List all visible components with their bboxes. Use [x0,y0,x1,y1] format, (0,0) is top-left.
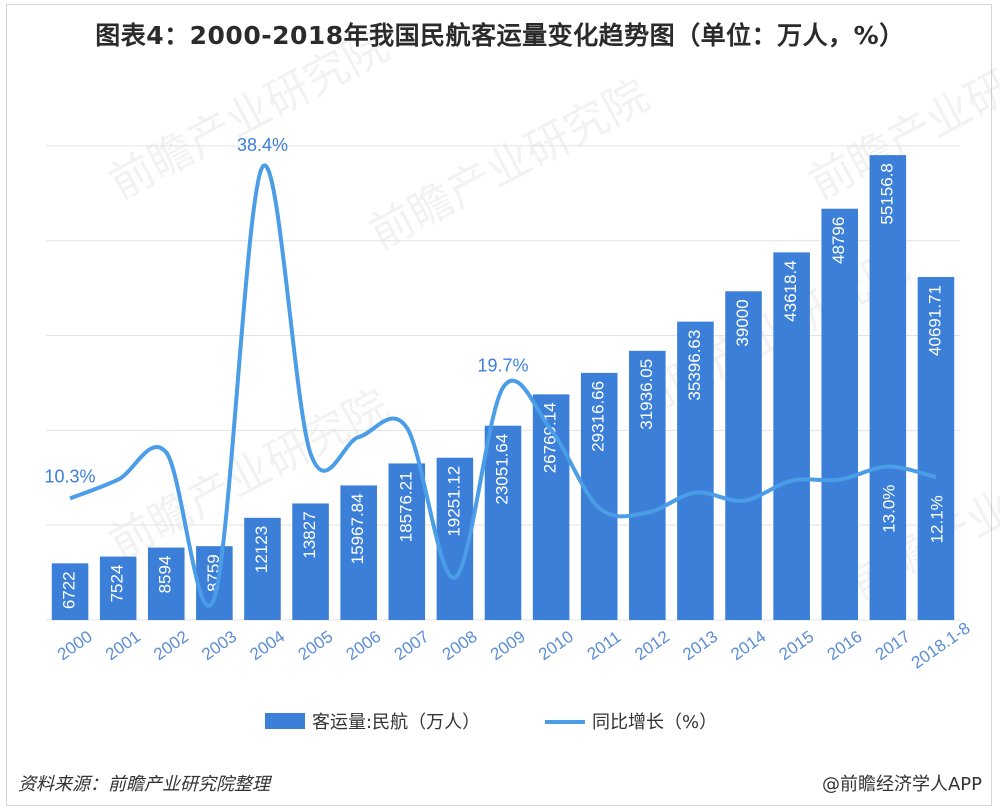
bar-label-2016: 48796 [829,217,848,264]
growth-point-2009 [501,386,505,390]
growth-point-2010 [549,428,553,432]
bar-2018.1-8 [917,277,955,620]
bar-2003 [196,546,233,620]
x-tick-2004: 2004 [246,627,288,664]
growth-label-2017: 13.0% [879,485,898,533]
bar-label-2015: 43618.4 [781,260,800,321]
chart-title: 图表4：2000-2018年我国民航客运量变化趋势图（单位：万人，%） [95,21,905,50]
growth-point-2015 [790,479,794,483]
growth-point-2017 [886,465,890,469]
bar-label-2000: 6722 [60,571,79,609]
growth-point-2016 [838,478,842,482]
x-tick-2012: 2012 [631,627,673,664]
bar-2004 [244,517,281,620]
bar-label-2009: 23051.64 [492,434,511,505]
bar-label-2002: 8594 [156,556,175,594]
x-tick-2007: 2007 [391,627,433,664]
legend-label-line: 同比增长（%） [592,712,717,733]
x-tick-2001: 2001 [102,627,144,664]
x-tick-2017: 2017 [872,627,914,664]
x-tick-2002: 2002 [150,627,192,664]
x-tick-2011: 2011 [584,627,625,664]
bar-label-2017: 55156.8 [877,163,896,224]
bar-2000 [51,563,89,620]
x-tick-2003: 2003 [198,627,240,664]
x-tick-2015: 2015 [776,627,818,664]
growth-point-2001 [116,478,120,482]
growth-point-2011 [597,506,601,510]
growth-point-2004 [260,165,264,169]
x-tick-2010: 2010 [535,627,577,664]
x-tick-2014: 2014 [727,627,769,664]
legend-swatch-bar [265,713,305,729]
x-tick-2005: 2005 [294,627,336,664]
bar-label-2007: 18576.21 [396,471,415,542]
growth-point-2006 [357,435,361,439]
growth-point-2005 [309,452,313,456]
growth-point-2002 [164,450,168,454]
growth-point-2008 [453,576,457,580]
bar-2009 [484,425,522,620]
growth-label-2004: 38.4% [237,135,288,155]
bar-2013 [677,321,714,620]
bar-label-2014: 39000 [733,299,752,346]
bar-2012 [629,350,666,620]
x-tick-2008: 2008 [439,627,481,664]
x-tick-2006: 2006 [343,627,385,664]
growth-point-2000 [68,496,72,500]
bar-label-2001: 7524 [108,565,127,603]
growth-point-2014 [742,499,746,503]
bar-2008 [436,457,474,620]
bar-2006 [340,485,377,620]
growth-label-2018.1-8: 12.1% [927,495,946,543]
watermark-text: 前瞻产业研究院 [361,70,657,260]
x-tick-2016: 2016 [824,627,866,664]
brand-note: @前瞻经济学人APP [821,774,982,795]
bar-2005 [292,503,329,620]
source-note: 资料来源：前瞻产业研究院整理 [18,774,270,795]
bar-label-2013: 35396.63 [685,330,704,401]
legend-label-bar: 客运量:民航（万人） [312,712,480,733]
growth-label-2009: 19.7% [477,356,528,376]
x-tick-2009: 2009 [487,627,529,664]
growth-point-2013 [693,491,697,495]
bar-label-2005: 13827 [300,511,319,558]
bar-2014 [725,291,762,620]
growth-point-2018.1-8 [934,475,938,479]
x-tick-2000: 2000 [54,627,96,664]
bar-2001 [99,556,137,620]
growth-label-2000: 10.3% [45,466,96,486]
bar-2015 [773,252,810,621]
bar-2016 [821,208,859,620]
bar-label-2006: 15967.84 [348,493,367,564]
bar-label-2012: 31936.05 [637,359,656,430]
x-tick-2018.1-8: 2018.1-8 [908,618,974,672]
bar-2007 [388,463,426,620]
growth-point-2012 [645,511,649,515]
bar-2017 [869,155,907,620]
bar-label-2018.1-8: 40691.71 [925,285,944,356]
x-tick-2013: 2013 [679,627,721,664]
bar-2002 [147,547,185,620]
watermark-text: 前瞻产业研究院 [101,20,397,210]
growth-point-2003 [212,596,216,600]
growth-line [69,163,937,608]
bar-label-2008: 19251.12 [444,466,463,537]
bar-label-2004: 12123 [252,526,271,573]
bar-label-2011: 29316.66 [589,381,608,452]
bar-2011 [580,372,618,620]
growth-point-2007 [405,426,409,430]
